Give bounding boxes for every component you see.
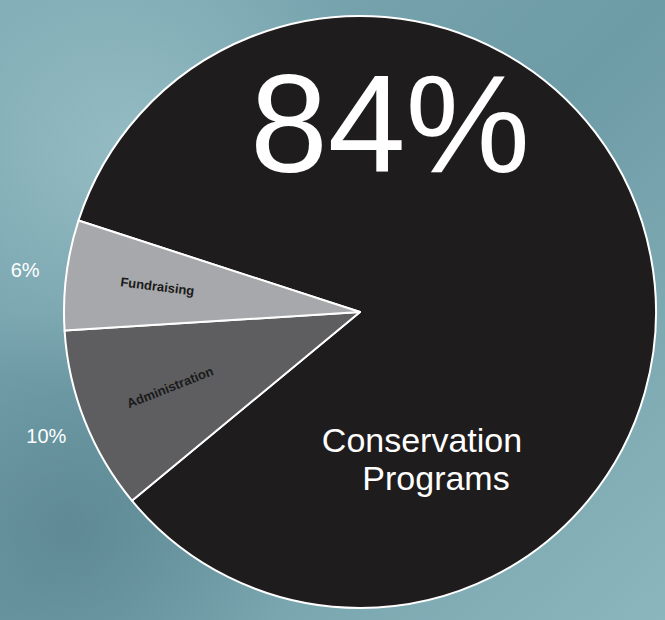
pie-slice — [64, 221, 360, 331]
category-label: Administration — [125, 363, 216, 411]
background-glow — [0, 0, 665, 620]
value-label: 10% — [26, 425, 66, 447]
chart: 84% ConservationPrograms Administration 10%… — [0, 0, 665, 620]
slices — [64, 16, 656, 608]
value-label: 6% — [11, 259, 40, 281]
background-shade — [0, 0, 665, 620]
category-label: ConservationPrograms — [322, 421, 522, 497]
value-label: 84% — [250, 45, 530, 202]
background — [0, 0, 665, 620]
labels: 84% ConservationPrograms Administration 10%… — [11, 45, 530, 497]
category-label: Fundraising — [120, 274, 196, 298]
pie-slice — [65, 312, 360, 501]
